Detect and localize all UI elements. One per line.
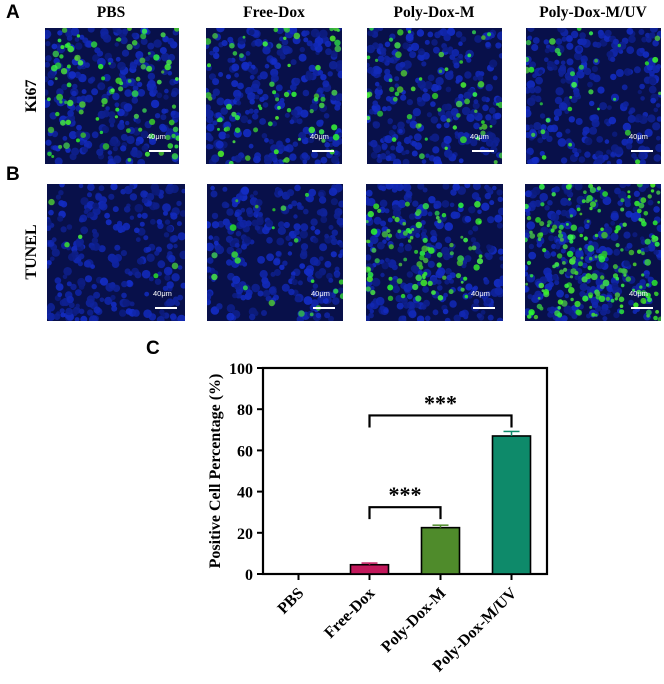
scale-bar-line (631, 149, 653, 152)
y-tick-label: 20 (237, 526, 253, 543)
column-label-poly-dox-m-uv: Poly-Dox-M/UV (539, 4, 647, 21)
micrograph-tunel-pbs: 40μm (47, 184, 185, 321)
significance-bracket (368, 414, 513, 428)
micrograph-ki67-free-dox: 40μm (206, 28, 342, 164)
panel-letter-a: A (6, 2, 20, 23)
micrograph-tunel-poly-dox-m: 40μm (366, 184, 503, 321)
y-axis-label: Positive Cell Percentage (%) (207, 374, 224, 569)
scale-bar-line (313, 306, 335, 309)
bar-free-dox (349, 563, 390, 575)
scale-bar-label: 40μm (470, 132, 489, 141)
x-tick-label: Poly-Dox-M (378, 585, 449, 656)
scale-bar: 40μm (629, 289, 653, 313)
scale-bar-label: 40μm (311, 289, 330, 298)
significance-label: *** (424, 390, 457, 415)
y-tick-label: 80 (237, 402, 253, 419)
plot-frame (261, 366, 549, 576)
scale-bar: 40μm (311, 289, 335, 313)
scale-bar: 40μm (310, 132, 334, 156)
scale-bar: 40μm (629, 132, 653, 156)
significance-bracket (368, 506, 442, 520)
scale-bar: 40μm (470, 132, 494, 156)
micrograph-tunel-poly-dox-m-uv: 40μm (525, 184, 661, 321)
significance-label: *** (389, 482, 422, 507)
bar-poly-dox-m (420, 526, 461, 575)
scale-bar-line (155, 306, 177, 309)
scale-bar-line (312, 149, 334, 152)
column-label-poly-dox-m: Poly-Dox-M (393, 4, 475, 21)
panel-letter-b: B (6, 164, 20, 185)
micrograph-ki67-poly-dox-m-uv: 40μm (526, 28, 661, 164)
x-tick-label: PBS (275, 585, 308, 618)
micrograph-tunel-free-dox: 40μm (207, 184, 343, 321)
y-tick-label: 60 (237, 443, 253, 460)
scale-bar-label: 40μm (153, 289, 172, 298)
y-tick-label: 0 (245, 567, 253, 584)
micrograph-ki67-pbs: 40μm (45, 28, 179, 164)
scale-bar-label: 40μm (147, 132, 166, 141)
column-label-pbs: PBS (96, 4, 126, 21)
scale-bar-label: 40μm (629, 289, 648, 298)
scale-bar: 40μm (147, 132, 171, 156)
scale-bar-label: 40μm (471, 289, 490, 298)
micrograph-ki67-poly-dox-m: 40μm (367, 28, 502, 164)
column-label-free-dox: Free-Dox (243, 4, 305, 21)
scale-bar-label: 40μm (310, 132, 329, 141)
x-tick-label: Free-Dox (321, 585, 378, 642)
scale-bar: 40μm (471, 289, 495, 313)
scale-bar-line (149, 149, 171, 152)
panel-letter-c: C (146, 338, 160, 359)
scale-bar-line (472, 149, 494, 152)
y-tick-label: 100 (229, 361, 253, 378)
bar-poly-dox-m-uv (491, 435, 532, 575)
y-tick-label: 40 (237, 485, 253, 502)
scale-bar: 40μm (153, 289, 177, 313)
scale-bar-label: 40μm (629, 132, 648, 141)
scale-bar-line (631, 306, 653, 309)
scale-bar-line (473, 306, 495, 309)
